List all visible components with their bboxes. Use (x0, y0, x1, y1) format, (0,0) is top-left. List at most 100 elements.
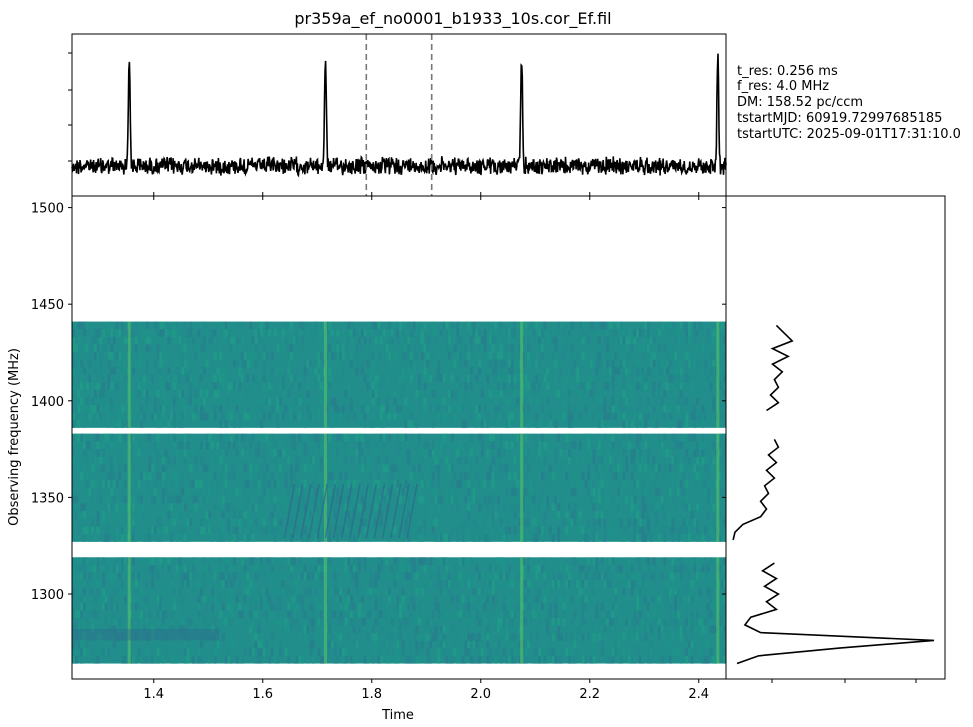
cell (213, 329, 217, 337)
cell (230, 503, 234, 512)
cell (213, 633, 217, 641)
cell (170, 405, 174, 413)
cell (502, 595, 506, 604)
cell (717, 433, 721, 442)
cell (439, 625, 443, 634)
cell (178, 344, 182, 353)
cell (257, 526, 261, 535)
cell (317, 412, 321, 421)
cell (178, 587, 182, 596)
cell (399, 495, 403, 504)
cell (118, 480, 122, 488)
cell (480, 503, 484, 512)
cell (107, 625, 111, 634)
cell (191, 655, 195, 664)
cell (254, 610, 258, 619)
cell (99, 351, 103, 360)
cell (532, 534, 536, 543)
cell (622, 382, 626, 391)
cell (232, 580, 236, 588)
cell (554, 655, 558, 664)
cell (723, 336, 727, 345)
cell (311, 618, 315, 626)
cell (371, 351, 375, 360)
cell (91, 495, 95, 504)
cell (453, 389, 457, 398)
cell (587, 472, 591, 481)
cell (369, 534, 373, 543)
cell (273, 503, 277, 512)
cell (641, 480, 645, 488)
cell (262, 449, 266, 458)
cell (508, 580, 512, 588)
cell (273, 449, 277, 458)
cell (551, 359, 555, 368)
cell (328, 557, 332, 566)
cell (164, 487, 168, 496)
cell (336, 487, 340, 496)
cell (641, 534, 645, 543)
cell (537, 648, 541, 657)
cell (486, 412, 490, 421)
cell (257, 336, 261, 345)
cell (194, 464, 198, 473)
cell (284, 495, 288, 504)
cell (191, 336, 195, 345)
cell (333, 610, 337, 619)
cell (450, 580, 454, 588)
cell (377, 456, 381, 465)
cell (636, 420, 640, 429)
cell (175, 495, 179, 504)
cell (319, 580, 323, 588)
cell (559, 526, 563, 535)
cell (273, 382, 277, 391)
cell (606, 495, 610, 504)
cell (685, 572, 689, 581)
cell (142, 412, 146, 421)
cell (393, 405, 397, 413)
cell (434, 487, 438, 496)
cell (567, 456, 571, 465)
cell (325, 580, 329, 588)
cell (494, 526, 498, 535)
cell (567, 449, 571, 458)
cell (235, 580, 239, 588)
cell (213, 572, 217, 581)
cell (676, 487, 680, 496)
cell (298, 572, 302, 581)
cell (456, 526, 460, 535)
cell (142, 382, 146, 391)
cell (649, 367, 653, 375)
cell (630, 389, 634, 398)
cell (453, 441, 457, 450)
cell (238, 655, 242, 664)
cell (627, 648, 631, 657)
cell (151, 405, 155, 413)
cell (227, 526, 231, 535)
cell (464, 382, 468, 391)
cell (290, 405, 294, 413)
cell (281, 389, 285, 398)
cell (685, 329, 689, 337)
cell (290, 587, 294, 596)
cell (497, 625, 501, 634)
cell (194, 487, 198, 496)
cell (317, 433, 321, 442)
cell (110, 595, 114, 604)
cell (456, 405, 460, 413)
cell (287, 557, 291, 566)
cell (668, 640, 672, 649)
cell (418, 534, 422, 543)
cell (600, 321, 604, 330)
cell (464, 610, 468, 619)
cell (118, 510, 122, 519)
cell (412, 572, 416, 581)
cell (646, 610, 650, 619)
cell (611, 595, 615, 604)
cell (524, 382, 528, 391)
cell (161, 389, 165, 398)
cell (412, 595, 416, 604)
cell (303, 433, 307, 442)
cell (257, 618, 261, 626)
cell (290, 595, 294, 604)
